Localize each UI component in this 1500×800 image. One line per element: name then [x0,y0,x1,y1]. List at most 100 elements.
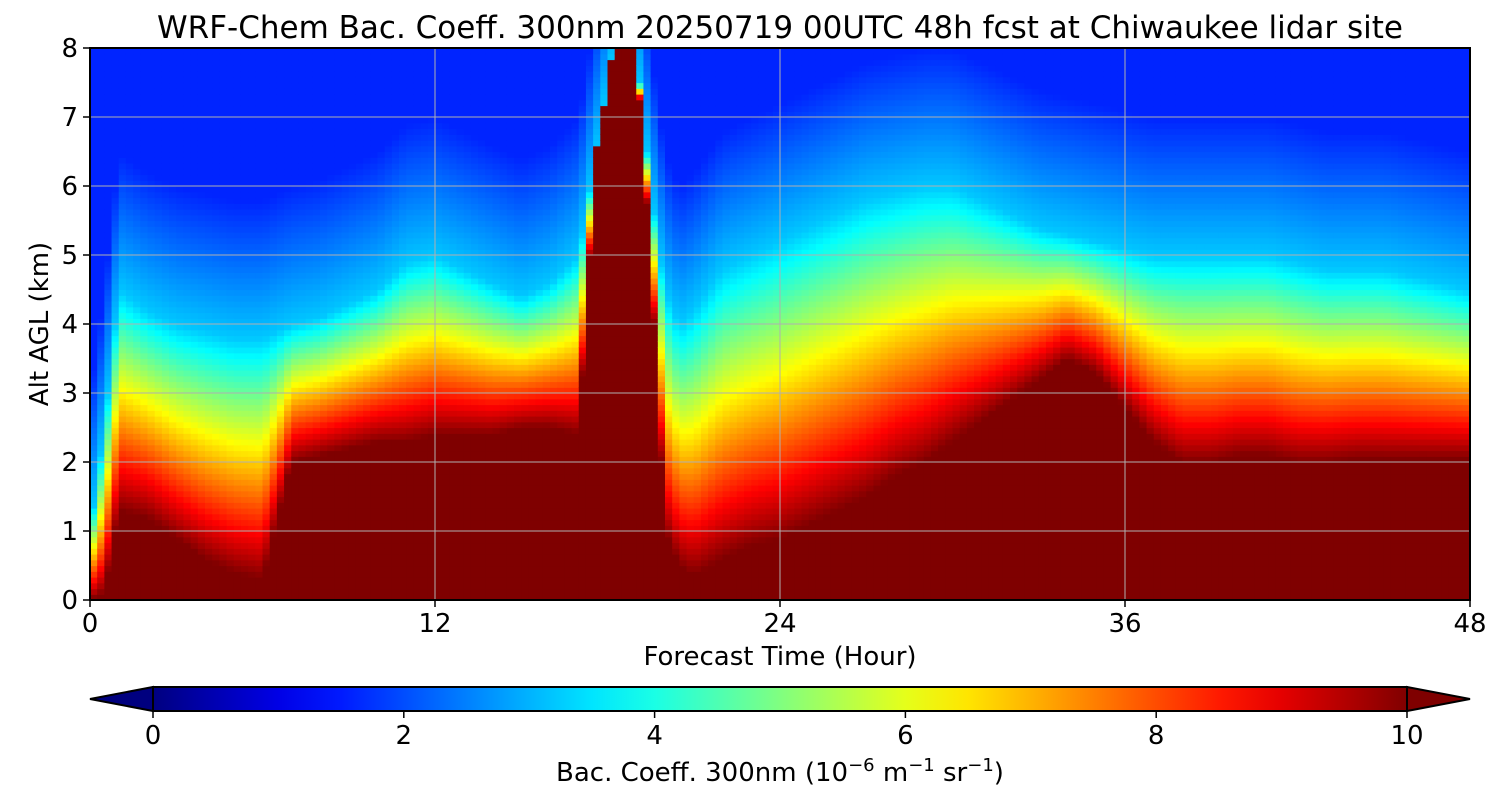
heatmap-cell [205,128,213,135]
heatmap-cell [104,531,113,538]
heatmap-cell [197,65,206,72]
heatmap-cell [133,588,141,595]
heatmap-cell [161,531,170,538]
heatmap-cell [305,490,314,498]
heatmap-cell [370,88,379,95]
heatmap-cell [341,370,350,377]
heatmap-cell [262,496,271,503]
heatmap-cell [205,513,213,521]
heatmap-cell [284,209,292,216]
heatmap-cell [442,117,450,124]
heatmap-cell [427,306,436,314]
heatmap-cell [449,490,458,498]
heatmap-cell [320,318,328,325]
heatmap-cell [276,479,285,486]
heatmap-cell [125,122,134,130]
heatmap-cell [240,450,249,457]
heatmap-cell [190,467,199,475]
heatmap-cell [435,289,443,296]
heatmap-cell [327,168,335,176]
heatmap-cell [111,508,120,515]
heatmap-cell [248,450,256,457]
heatmap-cell [90,71,98,78]
heatmap-cell [118,53,127,61]
heatmap-cell [133,479,141,486]
heatmap-cell [97,577,105,584]
heatmap-cell [420,237,429,245]
heatmap-cell [406,168,415,176]
heatmap-cell [176,255,185,262]
heatmap-cell [406,347,415,354]
heatmap-cell [442,508,450,515]
heatmap-cell [197,180,206,187]
heatmap-cell [420,577,429,584]
heatmap-cell [449,249,458,256]
heatmap-cell [111,479,120,486]
heatmap-cell [276,410,285,417]
heatmap-cell [197,301,206,308]
heatmap-cell [284,364,292,371]
heatmap-cell [406,186,415,193]
heatmap-cell [219,180,228,187]
heatmap-cell [391,594,400,600]
heatmap-cell [190,88,199,95]
heatmap-cell [248,577,256,584]
heatmap-cell [190,381,199,388]
heatmap-cell [262,140,271,147]
heatmap-cell [197,99,206,107]
heatmap-cell [240,53,249,61]
heatmap-cell [320,370,328,377]
heatmap-cell [90,289,98,296]
heatmap-cell [269,410,278,417]
heatmap-cell [233,59,242,66]
heatmap-cell [320,329,328,337]
heatmap-cell [413,180,422,187]
heatmap-cell [240,329,249,337]
heatmap-cell [176,462,185,469]
heatmap-cell [248,410,256,417]
heatmap-cell [212,243,220,250]
heatmap-cell [363,220,371,227]
heatmap-cell [212,283,220,291]
heatmap-cell [183,105,192,112]
heatmap-cell [205,525,213,532]
heatmap-cell [111,335,120,342]
heatmap-cell [276,272,285,279]
heatmap-cell [291,151,300,158]
heatmap-cell [341,536,350,544]
heatmap-cell [391,421,400,429]
heatmap-cell [370,335,379,342]
heatmap-cell [391,387,400,394]
heatmap-cell [169,352,177,360]
heatmap-cell [305,140,314,147]
heatmap-cell [377,393,386,400]
heatmap-cell [312,370,321,377]
heatmap-cell [406,485,415,492]
heatmap-cell [248,335,256,342]
heatmap-cell [183,577,192,584]
heatmap-cell [255,122,264,130]
heatmap-cell [341,393,350,400]
heatmap-cell [111,59,120,66]
heatmap-cell [284,301,292,308]
heatmap-cell [176,249,185,256]
heatmap-cell [169,536,177,544]
heatmap-cell [197,318,206,325]
heatmap-cell [262,347,271,354]
heatmap-cell [341,358,350,365]
heatmap-cell [111,548,120,555]
heatmap-cell [363,485,371,492]
heatmap-cell [262,462,271,469]
heatmap-cell [197,416,206,423]
heatmap-cell [327,324,335,331]
heatmap-cell [97,59,105,66]
heatmap-cell [169,387,177,394]
heatmap-cell [147,122,156,130]
heatmap-cell [169,180,177,187]
heatmap-cell [442,203,450,210]
heatmap-cell [377,117,386,124]
heatmap-cell [262,358,271,365]
heatmap-cell [355,76,364,84]
heatmap-cell [169,122,177,130]
heatmap-cell [140,65,149,72]
